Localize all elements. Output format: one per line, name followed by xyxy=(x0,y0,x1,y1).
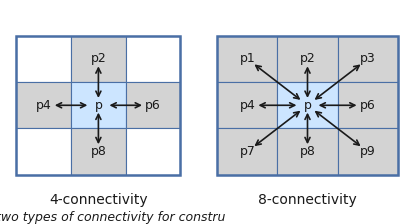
Text: p: p xyxy=(94,99,102,112)
Bar xyxy=(16,36,180,175)
Text: p6: p6 xyxy=(145,99,161,112)
Text: 4-connectivity: 4-connectivity xyxy=(49,193,147,207)
Text: p4: p4 xyxy=(36,99,52,112)
Text: p3: p3 xyxy=(359,52,375,65)
Text: p: p xyxy=(303,99,311,112)
Bar xyxy=(126,82,180,128)
Bar xyxy=(16,36,71,82)
Text: p9: p9 xyxy=(359,145,375,158)
Bar xyxy=(277,36,337,82)
Text: p4: p4 xyxy=(239,99,255,112)
Bar xyxy=(277,82,337,128)
Bar xyxy=(16,128,71,175)
Text: 8-connectivity: 8-connectivity xyxy=(258,193,356,207)
Text: p2: p2 xyxy=(90,52,106,65)
Bar xyxy=(71,128,126,175)
Bar xyxy=(71,36,126,82)
Bar xyxy=(126,36,180,82)
Bar xyxy=(71,82,126,128)
Text: p7: p7 xyxy=(239,145,255,158)
Text: p8: p8 xyxy=(299,145,315,158)
Bar xyxy=(126,128,180,175)
Bar xyxy=(217,128,277,175)
Text: p8: p8 xyxy=(90,145,106,158)
Text: p1: p1 xyxy=(239,52,255,65)
Bar xyxy=(277,128,337,175)
Bar xyxy=(217,82,277,128)
Text: p2: p2 xyxy=(299,52,315,65)
Text: two types of connectivity for constru: two types of connectivity for constru xyxy=(0,211,225,224)
Bar xyxy=(16,82,71,128)
Bar xyxy=(217,36,277,82)
Bar xyxy=(217,36,397,175)
Bar xyxy=(337,128,397,175)
Bar xyxy=(337,36,397,82)
Bar xyxy=(337,82,397,128)
Text: p6: p6 xyxy=(359,99,375,112)
